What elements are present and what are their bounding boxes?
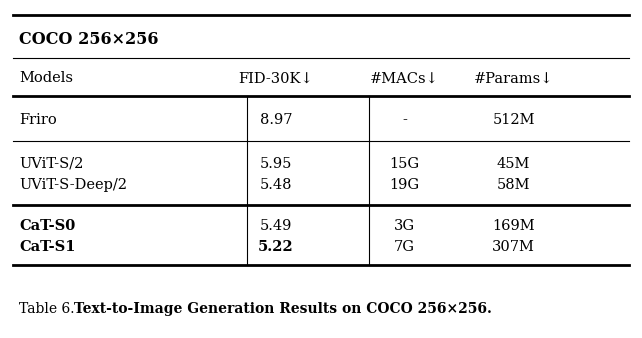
- Text: 15G: 15G: [390, 157, 419, 171]
- Text: 58M: 58M: [497, 178, 530, 192]
- Text: 45M: 45M: [497, 157, 530, 171]
- Text: 5.22: 5.22: [258, 240, 294, 255]
- Text: CaT-S0: CaT-S0: [19, 219, 76, 234]
- Text: #Params↓: #Params↓: [474, 71, 553, 86]
- Text: FID-30K↓: FID-30K↓: [239, 71, 313, 86]
- Text: Friro: Friro: [19, 113, 57, 127]
- Text: UViT-S/2: UViT-S/2: [19, 157, 83, 171]
- Text: 7G: 7G: [394, 240, 415, 255]
- Text: 512M: 512M: [492, 113, 535, 127]
- Text: 19G: 19G: [390, 178, 419, 192]
- Text: Models: Models: [19, 71, 73, 86]
- Text: 169M: 169M: [492, 219, 535, 234]
- Text: COCO 256×256: COCO 256×256: [19, 31, 159, 48]
- Text: #MACs↓: #MACs↓: [370, 71, 439, 86]
- Text: UViT-S-Deep/2: UViT-S-Deep/2: [19, 178, 127, 192]
- Text: 3G: 3G: [394, 219, 415, 234]
- Text: 8.97: 8.97: [260, 113, 292, 127]
- Text: -: -: [402, 113, 407, 127]
- Text: 5.48: 5.48: [260, 178, 292, 192]
- Text: CaT-S1: CaT-S1: [19, 240, 76, 255]
- Text: 307M: 307M: [492, 240, 535, 255]
- Text: Text-to-Image Generation Results on COCO 256×256.: Text-to-Image Generation Results on COCO…: [74, 302, 492, 316]
- Text: 5.95: 5.95: [260, 157, 292, 171]
- Text: 5.49: 5.49: [260, 219, 292, 234]
- Text: Table 6.: Table 6.: [19, 302, 83, 316]
